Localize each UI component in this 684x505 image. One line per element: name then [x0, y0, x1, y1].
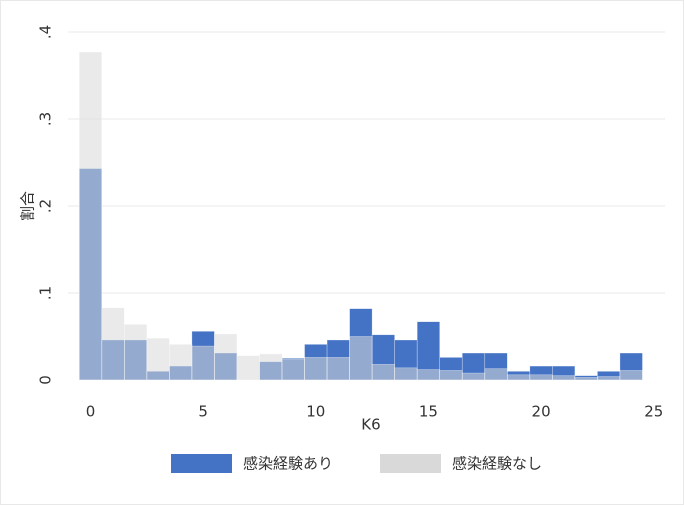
histogram-bar [326, 357, 350, 381]
histogram-bar [439, 370, 463, 381]
histogram-bar [304, 357, 328, 381]
histogram-bar [146, 337, 170, 381]
y-tick-label: .1 [37, 286, 55, 300]
histogram-bar [529, 374, 553, 381]
legend-swatch [171, 454, 232, 473]
legend-label: 感染経験あり [243, 455, 333, 473]
legend-label: 感染経験なし [452, 455, 542, 473]
histogram-bar [124, 324, 148, 381]
histogram-bar [371, 364, 395, 381]
histogram-bar [574, 377, 598, 381]
y-axis-label: 割合 [19, 191, 37, 221]
histogram-bar [169, 344, 193, 381]
histogram-bar [507, 374, 531, 381]
y-tick-label: .4 [37, 25, 55, 39]
x-tick-label: 25 [644, 403, 663, 421]
histogram-bar [597, 376, 621, 381]
histogram-bar [552, 375, 576, 381]
histogram-bar [214, 333, 238, 381]
legend-swatch [380, 454, 441, 473]
x-tick-label: 15 [419, 403, 438, 421]
histogram-bar [101, 307, 125, 381]
x-tick-label: 10 [306, 403, 325, 421]
y-tick-label: .2 [37, 199, 55, 213]
histogram-bar [461, 372, 486, 381]
histogram-bar [619, 370, 643, 381]
histogram-bar [394, 367, 418, 381]
x-axis-label: K6 [361, 416, 380, 434]
y-tick-label: 0 [37, 375, 55, 385]
histogram-bar [349, 336, 373, 381]
x-tick-label: 0 [86, 403, 96, 421]
histogram-bar [236, 355, 260, 381]
histogram-bar [78, 51, 103, 381]
x-tick-label: 5 [198, 403, 208, 421]
histogram-bar [416, 369, 441, 381]
histogram-bar [191, 345, 215, 381]
histogram-bar [259, 353, 283, 381]
x-tick-label: 20 [532, 403, 551, 421]
y-tick-label: .3 [37, 112, 55, 126]
histogram-bar [484, 368, 508, 381]
histogram-bar [281, 358, 305, 381]
